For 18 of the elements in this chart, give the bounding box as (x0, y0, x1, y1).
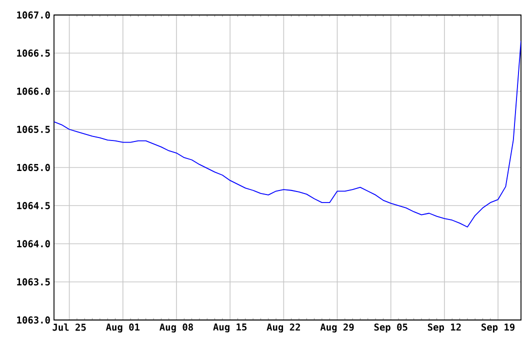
y-tick-label: 1065.5 (17, 126, 50, 133)
y-tick-label: 1066.0 (17, 88, 50, 95)
x-tick-label: Aug 08 (160, 324, 193, 332)
y-tick-label: 1063.0 (17, 316, 50, 324)
x-tick-label: Aug 29 (320, 324, 354, 332)
x-tick-label: Aug 22 (266, 324, 300, 332)
y-tick-label: 1067.0 (17, 11, 50, 19)
x-tick-label: Aug 15 (213, 324, 247, 332)
y-tick-label: 1065.0 (17, 164, 50, 172)
x-tick-label: Sep 12 (428, 324, 461, 333)
x-tick-label: Sep 05 (374, 324, 408, 333)
x-tick-label: Jul 25 (52, 324, 86, 331)
y-tick-label: 1066.5 (17, 50, 50, 57)
x-tick-label: Aug 01 (106, 324, 140, 332)
y-tick-label: 1064.5 (17, 202, 50, 210)
x-tick-label: Sep 19 (482, 324, 515, 333)
y-tick-label: 1064.0 (17, 240, 50, 248)
y-tick-label: 1063.5 (17, 278, 50, 286)
